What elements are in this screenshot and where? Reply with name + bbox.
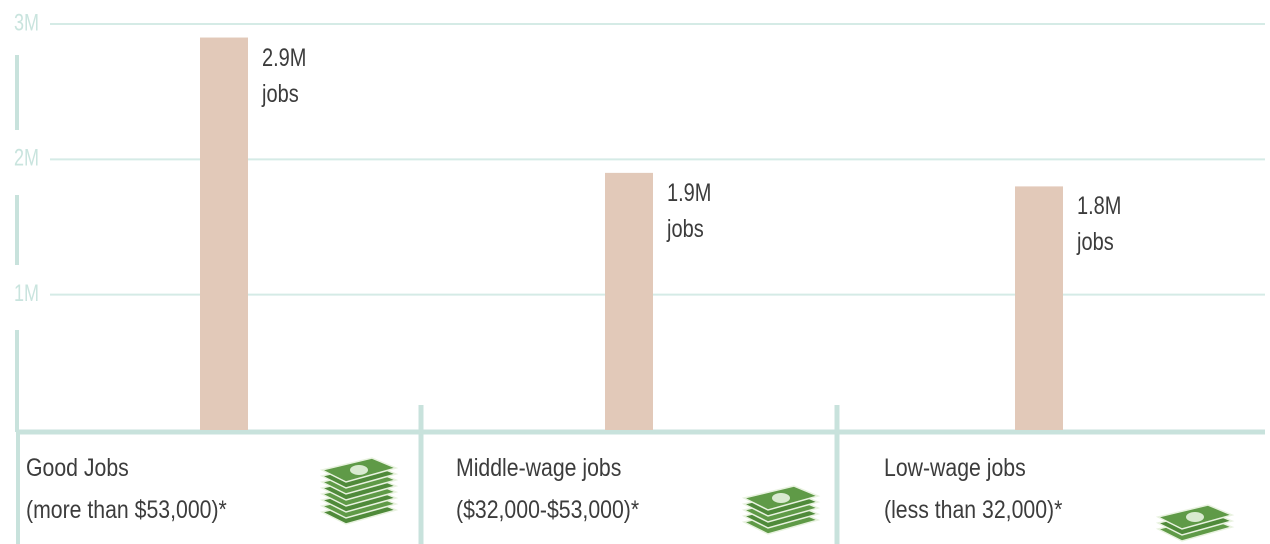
money-icon	[319, 457, 399, 525]
bar	[1015, 186, 1063, 430]
value-label: 1.8M jobs	[1077, 192, 1122, 257]
bill-seal	[772, 493, 790, 503]
y-tick-label: 2M	[14, 145, 39, 171]
bar	[605, 172, 653, 430]
category-label: Low-wage jobs	[884, 454, 1026, 482]
category-note: (less than 32,000)*	[884, 496, 1063, 524]
category-note: (more than $53,000)*	[26, 496, 227, 524]
panel-frame	[15, 55, 1265, 544]
value-label: 1.9M jobs	[667, 178, 712, 243]
bill-seal	[350, 465, 368, 475]
category-label: Middle-wage jobs	[456, 454, 622, 482]
category-label: Good Jobs	[26, 454, 129, 482]
bill-seal	[1186, 512, 1204, 522]
bar	[200, 37, 248, 431]
y-tick-label: 3M	[14, 10, 39, 36]
money-icon	[1155, 504, 1235, 542]
money-icon	[741, 485, 821, 535]
y-tick-label: 1M	[14, 281, 39, 307]
category-note: ($32,000-$53,000)*	[456, 496, 640, 524]
value-label: 2.9M jobs	[262, 43, 307, 108]
